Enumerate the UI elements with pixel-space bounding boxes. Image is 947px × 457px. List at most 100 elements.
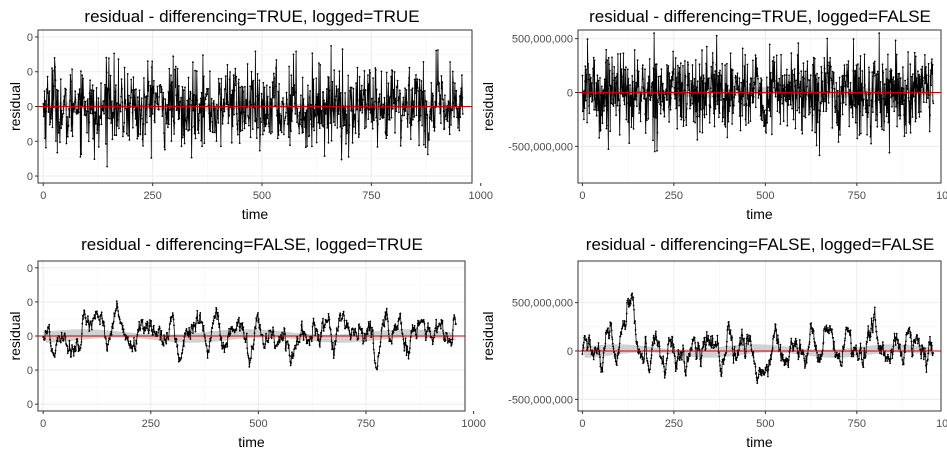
data-point <box>881 128 883 131</box>
data-point <box>630 109 633 111</box>
data-point <box>263 345 266 348</box>
data-point <box>208 128 211 131</box>
data-point <box>601 122 604 124</box>
data-point <box>696 347 699 350</box>
data-point <box>884 357 887 360</box>
data-point <box>786 360 789 363</box>
data-point <box>908 101 911 104</box>
data-point <box>730 335 733 337</box>
data-point <box>884 360 887 362</box>
data-point <box>379 345 382 348</box>
data-point <box>377 97 380 100</box>
data-point <box>819 113 821 116</box>
data-point <box>677 64 679 67</box>
data-point <box>380 70 383 73</box>
data-point <box>740 81 743 84</box>
data-point <box>347 74 350 77</box>
data-point <box>406 345 409 348</box>
data-point <box>925 74 928 77</box>
data-point <box>242 111 245 114</box>
data-point <box>294 113 297 115</box>
data-point <box>167 91 170 93</box>
data-point <box>313 109 316 111</box>
data-point <box>871 97 874 100</box>
data-point <box>410 89 413 91</box>
data-point <box>832 336 834 339</box>
data-point <box>786 68 788 71</box>
data-point <box>418 323 421 326</box>
data-point <box>425 117 427 120</box>
data-point <box>896 342 899 345</box>
data-point <box>346 324 349 326</box>
data-point <box>133 345 136 348</box>
data-point <box>929 335 931 338</box>
data-point <box>855 75 857 77</box>
data-point <box>180 96 183 99</box>
data-point <box>603 88 606 91</box>
data-point <box>813 108 815 111</box>
data-point <box>141 138 144 141</box>
data-point <box>696 80 699 83</box>
data-point <box>685 116 687 119</box>
data-point <box>289 360 292 363</box>
data-point <box>173 122 176 124</box>
data-point <box>814 74 817 77</box>
data-point <box>705 336 708 339</box>
data-point <box>209 111 212 114</box>
data-point <box>743 337 745 340</box>
data-point <box>878 32 881 34</box>
data-point <box>70 129 73 132</box>
data-point <box>115 307 118 310</box>
data-point <box>753 81 756 84</box>
data-point <box>387 329 390 332</box>
data-point <box>587 63 590 65</box>
data-point <box>789 103 792 106</box>
data-point <box>158 325 161 328</box>
data-point <box>178 85 180 87</box>
data-point <box>270 337 273 340</box>
y-tick-label: 0 <box>27 171 33 183</box>
data-point <box>409 122 411 124</box>
data-point <box>123 121 126 124</box>
y-tick-label: 0 <box>27 331 33 343</box>
data-point <box>831 86 833 89</box>
data-point <box>926 83 929 86</box>
data-point <box>682 344 684 347</box>
data-point <box>923 355 926 358</box>
data-point <box>284 333 286 336</box>
data-point <box>746 97 749 100</box>
data-point <box>199 312 202 314</box>
data-point <box>284 115 287 118</box>
data-point <box>318 127 321 129</box>
data-point <box>779 84 782 87</box>
data-point <box>822 341 825 344</box>
data-point <box>719 85 722 88</box>
data-point <box>118 318 121 321</box>
data-point <box>811 332 814 335</box>
data-point <box>402 96 405 99</box>
data-point <box>587 346 589 348</box>
data-point <box>686 61 689 64</box>
data-point <box>778 111 781 114</box>
data-point <box>186 330 188 333</box>
data-point <box>381 327 383 329</box>
data-point <box>268 125 270 128</box>
data-point <box>385 312 388 314</box>
data-point <box>378 100 381 103</box>
data-point <box>685 374 687 377</box>
data-point <box>708 341 711 344</box>
data-point <box>849 82 852 84</box>
data-point <box>787 104 790 106</box>
data-point <box>195 322 197 325</box>
series-line <box>582 33 934 156</box>
data-point <box>872 319 875 322</box>
data-point <box>616 357 619 359</box>
data-point <box>297 114 299 117</box>
data-point <box>209 339 212 342</box>
data-point <box>76 109 78 112</box>
data-point <box>810 105 813 108</box>
data-point <box>762 111 765 114</box>
data-point <box>802 352 805 354</box>
data-point <box>651 81 654 84</box>
data-point <box>752 351 755 354</box>
